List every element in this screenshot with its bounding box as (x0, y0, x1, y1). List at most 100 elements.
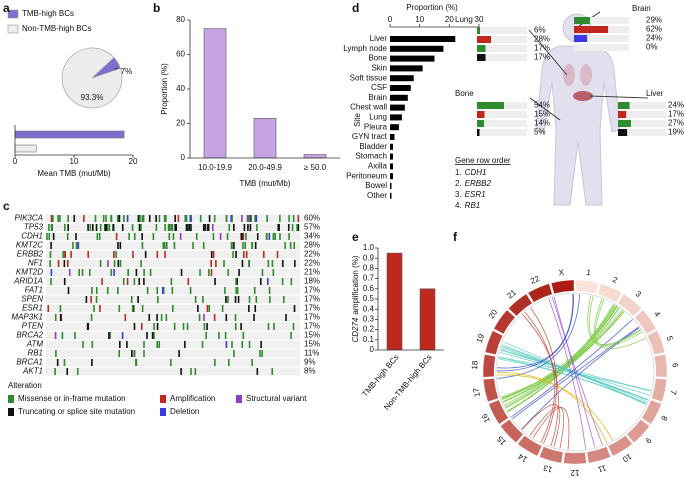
alteration (52, 215, 54, 222)
alteration (204, 224, 207, 231)
alteration (248, 296, 251, 303)
mini-bar (618, 111, 627, 118)
alteration (281, 278, 284, 285)
alteration (246, 215, 249, 222)
alteration (148, 215, 151, 222)
row-bg (46, 331, 300, 340)
row-bg (574, 35, 629, 42)
alteration (68, 269, 71, 276)
chromosome-label: 13 (542, 463, 554, 474)
row-bg (618, 111, 666, 118)
alteration (225, 296, 227, 303)
alteration (259, 278, 262, 285)
chromosome-arc (641, 399, 662, 425)
y-axis-title: CD274 amplification (%) (351, 255, 360, 342)
alteration (173, 242, 176, 249)
mini-pct: 17% (668, 110, 684, 119)
alteration (221, 305, 224, 312)
alteration (50, 242, 52, 249)
alteration (130, 296, 133, 303)
alteration (133, 350, 136, 357)
alteration (227, 296, 229, 303)
mini-bar (574, 35, 588, 42)
x-tick-label: 10 (415, 15, 424, 24)
gene-order-item: 1. CDH1 (455, 168, 486, 177)
alteration (104, 224, 106, 231)
alteration (155, 215, 157, 222)
alteration (276, 251, 279, 258)
row-bg (618, 129, 666, 136)
alteration (189, 287, 192, 294)
alteration (187, 278, 190, 285)
legend-title: Alteration (8, 381, 42, 390)
y-tick-label: 0 (181, 153, 186, 162)
pie-label: 93.3% (81, 93, 104, 102)
alteration (228, 224, 231, 231)
alteration (163, 215, 166, 222)
alteration (115, 233, 118, 240)
alteration (192, 242, 194, 249)
chord (497, 294, 574, 369)
alteration (54, 332, 57, 339)
alteration (233, 242, 235, 249)
alteration (158, 341, 161, 348)
alteration (156, 341, 159, 348)
alteration (149, 269, 152, 276)
chord (497, 294, 575, 372)
gene-pct: 17% (304, 295, 320, 304)
alteration (225, 314, 228, 321)
alteration (242, 233, 245, 240)
alteration (235, 251, 237, 258)
gene-pct: 60% (304, 214, 320, 223)
alteration (242, 242, 244, 249)
alteration (244, 242, 247, 249)
alteration (117, 242, 119, 249)
bar (390, 65, 423, 72)
alteration (87, 323, 90, 330)
alteration (59, 314, 62, 321)
alteration (133, 323, 136, 330)
gene-label: ESR1 (22, 304, 43, 313)
alteration (85, 296, 88, 303)
alteration (142, 215, 145, 222)
chord (532, 407, 570, 450)
alteration (237, 296, 240, 303)
chord (497, 374, 613, 441)
alteration (164, 251, 166, 258)
alteration (234, 323, 237, 330)
alteration (254, 215, 256, 222)
chromosome-arc (651, 378, 667, 402)
alteration (123, 215, 125, 222)
gene-pct: 17% (304, 322, 320, 331)
alteration (188, 224, 191, 231)
bar (386, 252, 403, 351)
bar (390, 183, 392, 189)
y-axis-text: amplification (%) (351, 255, 360, 314)
x-tick-label: 0 (388, 15, 393, 24)
gene-label: BRCA1 (16, 358, 43, 367)
alteration (179, 233, 182, 240)
alteration (219, 233, 222, 240)
alteration (212, 224, 214, 231)
alteration (146, 287, 149, 294)
mini-pct: 5% (534, 128, 546, 137)
alteration (184, 215, 187, 222)
bar (390, 55, 435, 62)
alteration (49, 260, 51, 267)
gene-label: KMT2C (16, 241, 43, 250)
gene-pct: 22% (304, 250, 320, 259)
chord (530, 307, 557, 444)
y-tick-label: 40 (176, 84, 185, 93)
legend-label: Missense or in-frame mutation (18, 394, 126, 403)
gene-order-number: 4. (455, 201, 462, 210)
y-tick-label: Chest wall (350, 103, 387, 112)
alteration (155, 224, 158, 231)
y-tick-label: GYN tract (352, 132, 388, 141)
chromosome-arc (484, 330, 503, 355)
alteration (272, 233, 275, 240)
alteration (236, 278, 238, 285)
alteration (290, 278, 293, 285)
alteration (208, 215, 211, 222)
gene-label: TP53 (24, 223, 44, 232)
alteration (207, 224, 209, 231)
